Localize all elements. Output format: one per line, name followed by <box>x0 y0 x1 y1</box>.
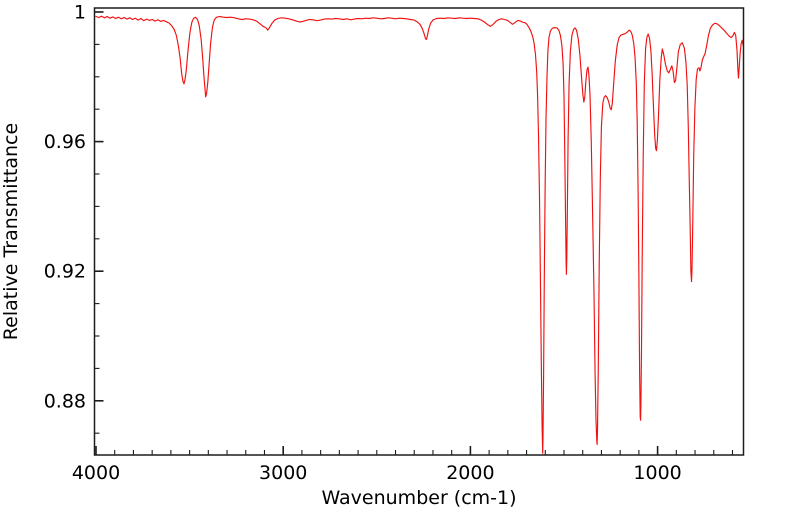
x-tick-label: 3000 <box>259 462 307 484</box>
plot-frame <box>93 7 745 456</box>
x-tick-label: 2000 <box>446 462 494 484</box>
y-tick-label: 0.88 <box>44 390 86 412</box>
x-tick-label: 4000 <box>72 462 120 484</box>
axis-ticks <box>94 11 734 455</box>
spectrum-line <box>95 15 744 454</box>
y-axis-title: Relative Transmittance <box>0 123 22 340</box>
x-tick-label: 1000 <box>633 462 681 484</box>
y-tick-label: 1 <box>74 2 86 24</box>
y-tick-label: 0.92 <box>44 261 86 283</box>
x-axis-title: Wavenumber (cm-1) <box>321 487 516 509</box>
spectrum-series <box>95 15 744 454</box>
axis-tick-labels: 4000 3000 2000 1000 1 0.96 0.92 0.88 <box>44 2 682 485</box>
y-tick-label: 0.96 <box>44 131 86 153</box>
